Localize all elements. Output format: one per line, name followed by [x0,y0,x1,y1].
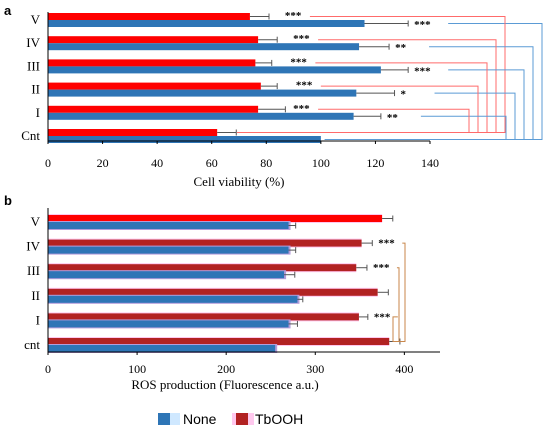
x-tick-label-a: 140 [421,156,439,170]
panel-label-b: b [4,193,12,208]
bracket [397,268,402,342]
x-tick-label-a: 100 [312,156,330,170]
x-tick-label-b: 200 [217,362,235,376]
significance-none: *** [414,19,431,31]
category-label: IV [26,239,40,254]
bar-none [48,66,381,73]
significance: *** [378,238,395,250]
significance-none: * [401,89,407,101]
bar-none [48,296,297,303]
bar-tbooh [48,59,255,66]
bar-tbooh [48,36,258,43]
category-label: V [31,12,41,27]
bar-tbooh [48,215,382,222]
x-tick-label-a: 80 [260,156,272,170]
bracket [393,317,402,342]
bar-none [48,247,289,254]
significance: *** [373,262,390,274]
bar-none [48,271,284,278]
x-tick-label-b: 400 [395,362,413,376]
significance-tbooh: *** [285,10,302,22]
x-tick-label-b: 100 [128,362,146,376]
bracket-tbooh [237,109,469,132]
category-label: V [31,214,41,229]
bar-tbooh [48,13,250,20]
bar-tbooh [48,106,258,113]
bar-none [48,222,289,229]
bar-none [48,20,365,27]
bar-tbooh [48,83,261,90]
x-tick-label-b: 300 [306,362,324,376]
x-axis-title-b: ROS production (Fluorescence a.u.) [131,377,318,392]
category-label: II [31,288,40,303]
legend-label-none: None [183,411,217,427]
bracket [402,243,405,341]
x-tick-label-a: 60 [206,156,218,170]
x-tick-label-a: 40 [151,156,163,170]
category-label: Cnt [21,128,40,143]
bar-none [48,345,275,352]
category-label: I [36,312,40,327]
category-label: I [36,105,40,120]
bar-tbooh [48,129,217,136]
significance-tbooh: *** [293,33,310,45]
bar-none [48,43,359,50]
category-label: cnt [24,337,40,352]
bracket-none [325,24,542,140]
bar-none [48,320,289,327]
x-tick-label-a: 0 [45,156,51,170]
significance: *** [374,311,391,323]
bar-tbooh [48,338,389,345]
significance-none: ** [395,42,407,54]
bar-tbooh [48,264,356,271]
category-label: III [27,263,40,278]
legend-label-tbooh: TbOOH [255,411,303,427]
category-label: III [27,58,40,73]
bar-none [48,136,321,143]
significance-tbooh: *** [293,103,310,115]
bracket-none [325,70,524,140]
bar-tbooh [48,289,378,296]
bar-tbooh [48,313,359,320]
x-axis-title-a: Cell viability (%) [194,174,285,189]
category-label: II [31,82,40,97]
significance-none: ** [387,112,399,124]
legend-swatch-tbooh [236,413,248,425]
significance-none: *** [414,65,431,77]
bar-tbooh [48,240,362,247]
x-tick-label-a: 20 [97,156,109,170]
x-tick-label-b: 0 [45,362,51,376]
legend-swatch-none [158,413,170,425]
panel-label-a: a [4,3,12,18]
x-tick-label-a: 120 [366,156,384,170]
significance-tbooh: *** [296,80,313,92]
significance-tbooh: *** [290,56,307,68]
category-label: IV [26,35,40,50]
